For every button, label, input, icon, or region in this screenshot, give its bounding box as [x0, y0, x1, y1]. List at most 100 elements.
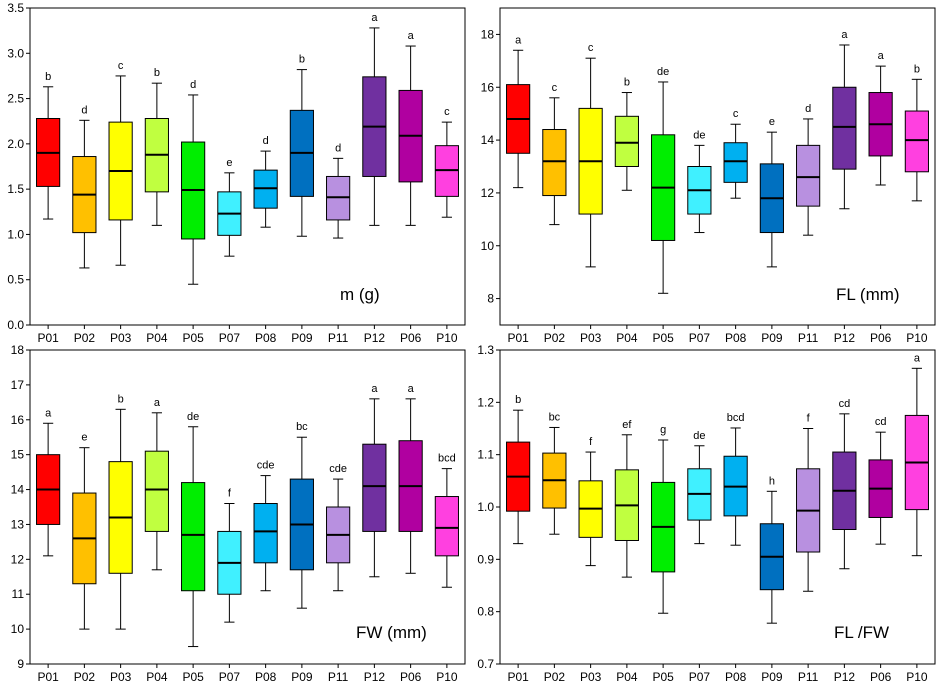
significance-letter: e [226, 157, 232, 169]
x-tick-label: P12 [834, 670, 856, 684]
x-tick-label: P03 [110, 331, 132, 345]
x-tick-label: P12 [834, 331, 856, 345]
significance-letter: cde [329, 463, 347, 475]
significance-letter: d [335, 142, 341, 154]
box-P04: b [144, 67, 169, 226]
box-iqr [434, 496, 459, 557]
significance-letter: e [769, 116, 775, 128]
x-tick-label: P10 [436, 670, 458, 684]
chart-panel-3: 9 10 11 12 13 14 15 16 17 18 a P01 e P02 b P03 a P04 de P05… [11, 343, 466, 684]
y-tick-label: 1.1 [477, 448, 494, 462]
x-tick-label: P06 [400, 331, 422, 345]
y-tick-label: 0.8 [477, 605, 494, 619]
significance-letter: a [408, 383, 415, 395]
chart-panel-1: 0.0 0.5 1.0 1.5 2.0 2.5 3.0 3.5 b P01 d P02 c P03 b P04… [7, 1, 466, 345]
box-P09: e [759, 116, 784, 268]
significance-letter: a [45, 407, 52, 419]
significance-letter: c [733, 108, 739, 120]
box-P01: b [506, 394, 531, 545]
y-tick-label: 0.5 [7, 273, 24, 287]
significance-letter: d [81, 104, 87, 116]
x-tick-label: P01 [37, 331, 59, 345]
box-P09: bc [289, 421, 314, 609]
box-P09: b [289, 54, 314, 237]
significance-letter: ef [622, 419, 632, 431]
x-tick-label: P11 [798, 670, 819, 684]
box-P09: h [759, 475, 784, 624]
x-tick-label: P03 [110, 670, 132, 684]
significance-letter: f [807, 413, 811, 425]
box-P02: bc [542, 411, 567, 535]
x-tick-label: P04 [616, 670, 638, 684]
box-iqr [723, 142, 748, 183]
significance-letter: b [118, 393, 124, 405]
box-iqr [253, 503, 278, 564]
y-tick-label: 0.7 [477, 657, 494, 671]
x-tick-label: P07 [689, 670, 711, 684]
box-P11: cde [326, 463, 351, 592]
x-tick-label: P01 [507, 331, 529, 345]
y-tick-label: 18 [481, 27, 495, 41]
significance-letter: b [299, 54, 305, 66]
x-tick-label: P02 [74, 331, 96, 345]
y-tick-label: 11 [12, 587, 25, 601]
x-tick-label: P11 [798, 331, 819, 345]
significance-letter: b [914, 63, 920, 75]
plot-frame [499, 7, 936, 326]
chart-panel-4: 0.7 0.8 0.9 1.0 1.1 1.2 1.3 b P01 bc P02 f P03 ef P04 g… [477, 343, 936, 684]
y-tick-label: 18 [11, 343, 25, 357]
x-tick-label: P02 [74, 670, 96, 684]
box-P05: d [181, 79, 206, 285]
x-tick-label: P10 [436, 331, 458, 345]
box-P02: d [72, 104, 97, 269]
box-P06: a [398, 30, 423, 226]
significance-letter: f [228, 488, 232, 500]
box-P07: f [217, 488, 242, 623]
box-P12: a [362, 12, 387, 226]
y-tick-label: 8 [487, 292, 494, 306]
y-tick-label: 16 [481, 80, 495, 94]
significance-letter: a [515, 34, 522, 46]
x-tick-label: P12 [364, 670, 386, 684]
box-iqr [362, 443, 387, 532]
y-tick-label: 0.9 [477, 552, 494, 566]
box-iqr [144, 450, 169, 532]
y-tick-label: 1.3 [477, 343, 494, 357]
significance-letter: a [878, 50, 885, 62]
significance-letter: d [190, 79, 196, 91]
significance-letter: b [515, 394, 521, 406]
box-P05: de [181, 411, 206, 648]
significance-letter: c [588, 42, 594, 54]
y-tick-label: 10 [481, 239, 495, 253]
box-P12: a [832, 29, 857, 210]
significance-letter: de [187, 411, 199, 423]
box-P07: de [687, 129, 712, 234]
x-tick-label: P03 [580, 331, 602, 345]
y-tick-label: 2.0 [7, 137, 24, 151]
box-P11: d [326, 142, 351, 239]
box-P03: c [108, 60, 133, 266]
box-iqr [181, 482, 206, 592]
box-P07: e [217, 157, 242, 257]
box-P02: c [542, 82, 567, 226]
box-P02: e [72, 432, 97, 630]
significance-letter: b [45, 71, 51, 83]
x-tick-label: P05 [652, 331, 674, 345]
x-tick-label: P07 [689, 331, 711, 345]
y-tick-label: 17 [11, 378, 25, 392]
y-tick-label: 14 [11, 483, 25, 497]
significance-letter: bcd [727, 412, 745, 424]
x-tick-label: P08 [255, 670, 277, 684]
x-tick-label: P02 [544, 331, 566, 345]
panel-title: FL (mm) [836, 285, 900, 304]
x-tick-label: P02 [544, 670, 566, 684]
box-P01: b [36, 71, 61, 220]
box-iqr [542, 129, 567, 197]
significance-letter: e [81, 432, 87, 444]
box-P05: g [651, 424, 676, 614]
x-tick-label: P04 [616, 331, 638, 345]
y-tick-label: 12 [11, 552, 25, 566]
y-tick-label: 16 [11, 413, 25, 427]
y-tick-label: 15 [11, 448, 25, 462]
